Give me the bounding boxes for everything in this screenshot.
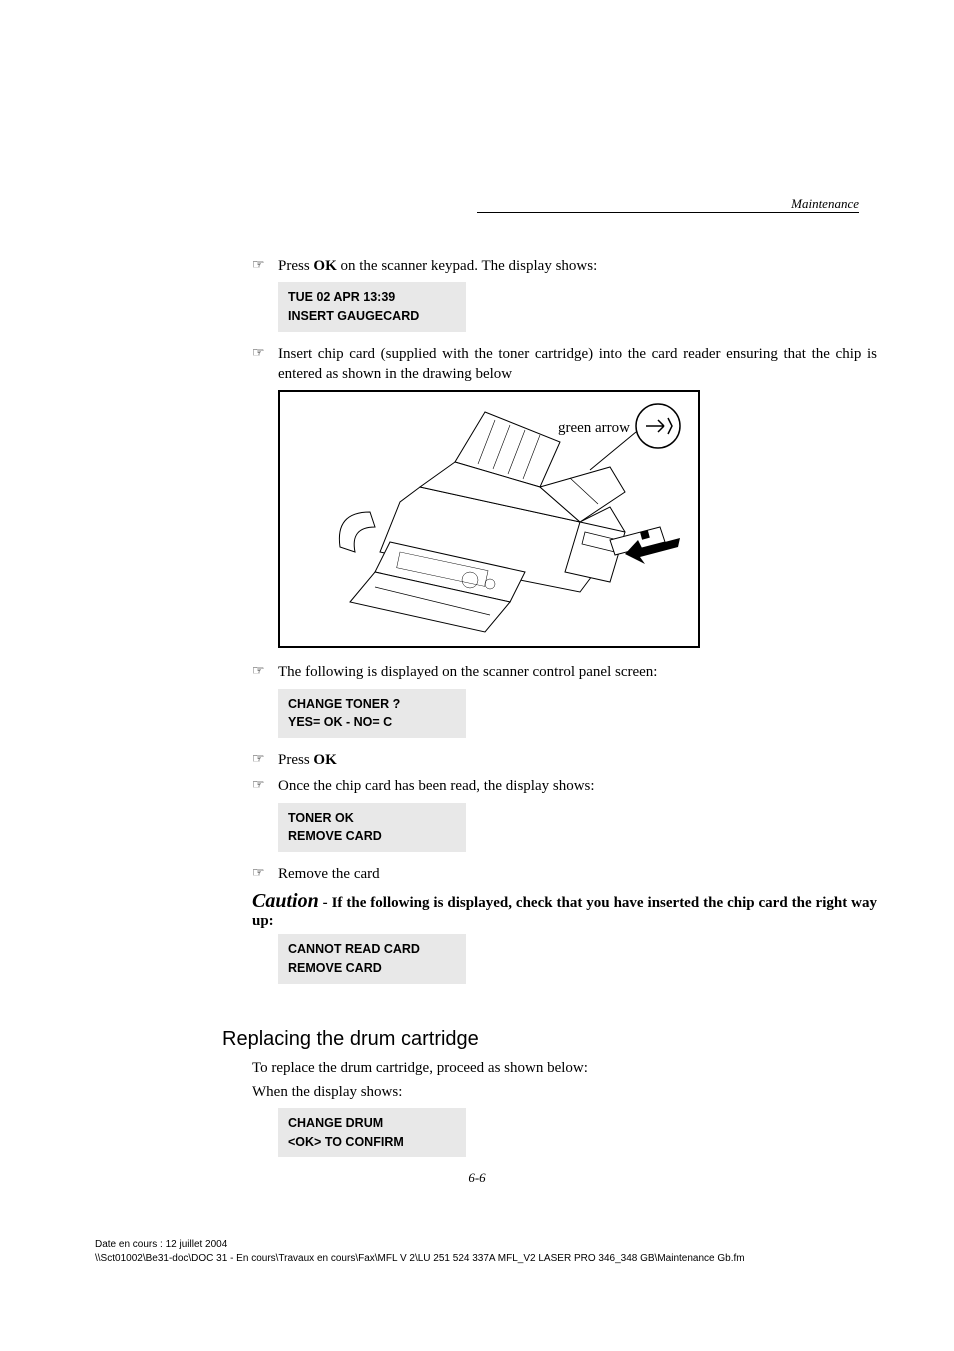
lcd-line: INSERT GAUGECARD [288, 307, 456, 326]
step-insert-chip: ☞ Insert chip card (supplied with the to… [252, 344, 877, 385]
text-post: on the scanner keypad. The display shows… [337, 258, 598, 274]
caution-word: Caution [252, 890, 319, 912]
text-bold: OK [313, 258, 336, 274]
hand-icon: ☞ [252, 777, 278, 795]
footer-line-2: \\Sct01002\Be31-doc\DOC 31 - En cours\Tr… [95, 1252, 859, 1266]
lcd-display-4: CANNOT READ CARD REMOVE CARD [278, 934, 466, 984]
caution-sep: - [319, 895, 332, 911]
text-pre: Press [278, 752, 313, 768]
hand-icon: ☞ [252, 257, 278, 275]
page-number: 6-6 [0, 1170, 954, 1186]
printer-figure: green arrow [278, 390, 700, 648]
caution-block: Caution - If the following is displayed,… [252, 890, 877, 930]
step-after-read: ☞ Once the chip card has been read, the … [252, 776, 877, 796]
step-text: Press OK [278, 750, 877, 770]
lcd-line: CHANGE TONER ? [288, 695, 456, 714]
lcd-line: REMOVE CARD [288, 827, 456, 846]
caution-text: If the following is displayed, check tha… [252, 895, 877, 929]
lcd-line: REMOVE CARD [288, 959, 456, 978]
footer-line-1: Date en cours : 12 juillet 2004 [95, 1238, 859, 1252]
step-text: Once the chip card has been read, the di… [278, 776, 877, 796]
step-press-ok-1: ☞ Press OK on the scanner keypad. The di… [252, 256, 877, 276]
text-pre: Press [278, 258, 313, 274]
section-para-2: When the display shows: [252, 1081, 877, 1104]
hand-icon: ☞ [252, 663, 278, 681]
printer-illustration [280, 392, 698, 646]
step-text: The following is displayed on the scanne… [278, 662, 877, 682]
section-heading-drum: Replacing the drum cartridge [222, 1028, 877, 1051]
header-rule [477, 212, 859, 213]
page-footer: Date en cours : 12 juillet 2004 \\Sct010… [95, 1238, 859, 1265]
step-text: Remove the card [278, 864, 877, 884]
lcd-line: TUE 02 APR 13:39 [288, 288, 456, 307]
text-bold: OK [313, 752, 336, 768]
lcd-line: CANNOT READ CARD [288, 940, 456, 959]
hand-icon: ☞ [252, 865, 278, 883]
step-remove-card: ☞ Remove the card [252, 864, 877, 884]
lcd-line: CHANGE DRUM [288, 1114, 456, 1133]
lcd-line: <OK> TO CONFIRM [288, 1133, 456, 1152]
section-para-1: To replace the drum cartridge, proceed a… [252, 1057, 877, 1080]
lcd-line: YES= OK - NO= C [288, 713, 456, 732]
page-header-right: Maintenance [791, 196, 859, 212]
step-following-displayed: ☞ The following is displayed on the scan… [252, 662, 877, 682]
hand-icon: ☞ [252, 751, 278, 769]
step-press-ok-2: ☞ Press OK [252, 750, 877, 770]
step-text: Press OK on the scanner keypad. The disp… [278, 256, 877, 276]
lcd-display-2: CHANGE TONER ? YES= OK - NO= C [278, 689, 466, 739]
lcd-line: TONER OK [288, 809, 456, 828]
step-text: Insert chip card (supplied with the tone… [278, 344, 877, 385]
hand-icon: ☞ [252, 345, 278, 363]
lcd-display-1: TUE 02 APR 13:39 INSERT GAUGECARD [278, 282, 466, 332]
lcd-display-3: TONER OK REMOVE CARD [278, 803, 466, 853]
lcd-display-5: CHANGE DRUM <OK> TO CONFIRM [278, 1108, 466, 1158]
